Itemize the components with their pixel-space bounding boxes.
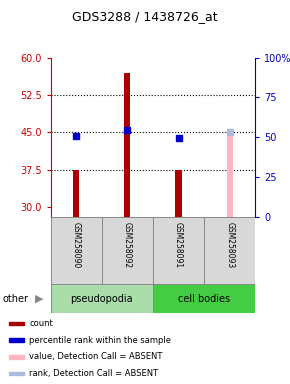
Bar <box>9 372 24 376</box>
Text: value, Detection Call = ABSENT: value, Detection Call = ABSENT <box>30 353 163 361</box>
Text: GDS3288 / 1438726_at: GDS3288 / 1438726_at <box>72 10 218 23</box>
Text: pseudopodia: pseudopodia <box>70 293 133 304</box>
Text: count: count <box>30 319 53 328</box>
Text: GSM258092: GSM258092 <box>123 222 132 268</box>
Text: percentile rank within the sample: percentile rank within the sample <box>30 336 171 344</box>
Text: cell bodies: cell bodies <box>178 293 230 304</box>
Bar <box>153 217 204 284</box>
Bar <box>102 217 153 284</box>
Bar <box>51 284 153 313</box>
Bar <box>175 170 182 217</box>
Text: ▶: ▶ <box>35 293 44 304</box>
Bar <box>51 217 102 284</box>
Bar <box>9 355 24 359</box>
Bar <box>153 284 255 313</box>
Bar <box>204 217 255 284</box>
Text: other: other <box>3 293 29 304</box>
Bar <box>9 338 24 342</box>
Bar <box>226 132 233 217</box>
Text: GSM258093: GSM258093 <box>225 222 234 268</box>
Text: rank, Detection Call = ABSENT: rank, Detection Call = ABSENT <box>30 369 159 378</box>
Text: GSM258091: GSM258091 <box>174 222 183 268</box>
Bar <box>124 73 130 217</box>
Bar <box>73 170 79 217</box>
Bar <box>9 321 24 325</box>
Text: GSM258090: GSM258090 <box>72 222 81 268</box>
